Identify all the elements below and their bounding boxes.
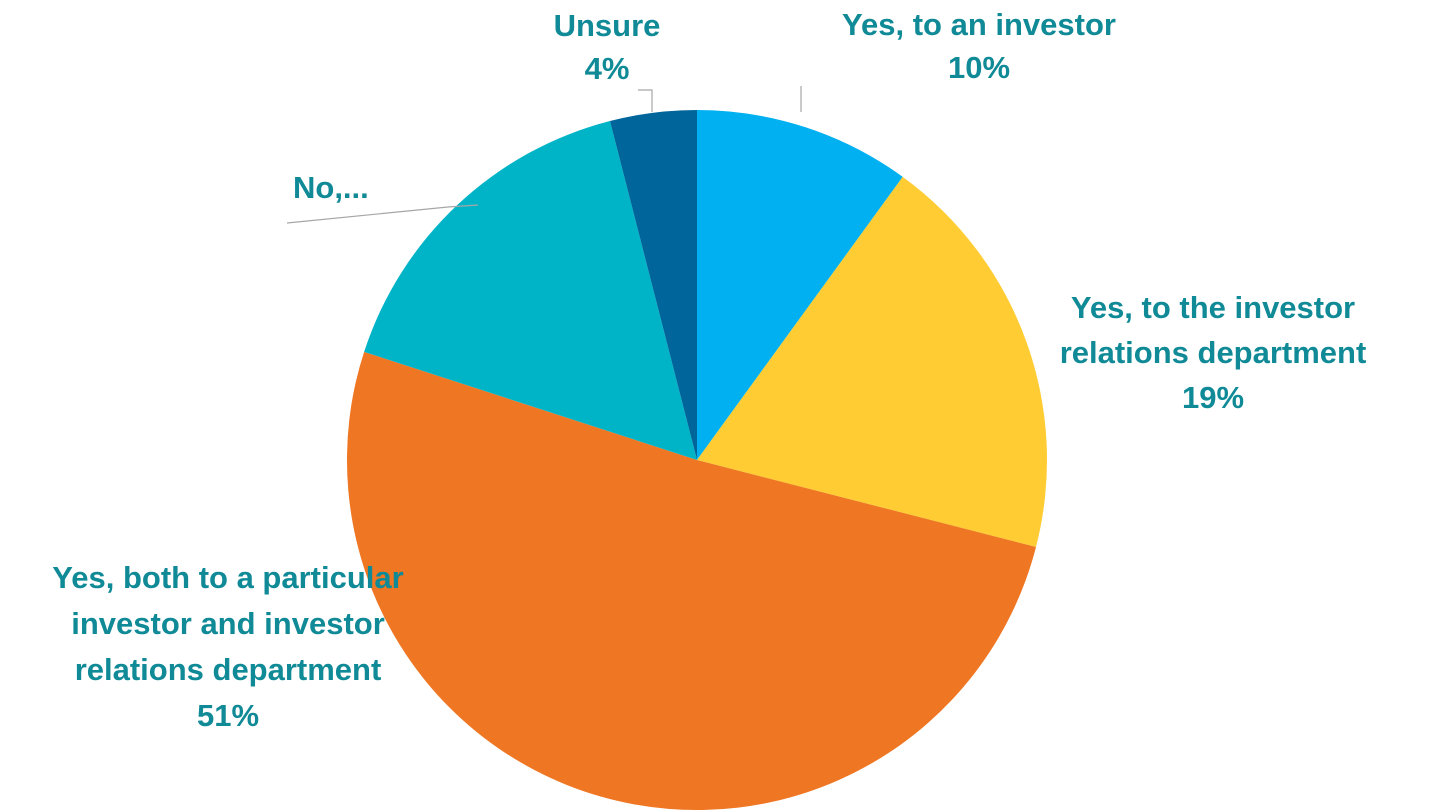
slice-label-3: Yes, both to a particular investor and in… xyxy=(52,560,403,733)
slice-label-4: No,... xyxy=(293,170,369,205)
slice-percent: 4% xyxy=(585,51,630,86)
slice-name: investor and investor xyxy=(71,606,385,641)
slice-percent: 19% xyxy=(1182,380,1244,415)
slice-label-2: Yes, to the investor relations department… xyxy=(1060,290,1367,415)
slice-percent: 10% xyxy=(948,50,1010,85)
pie-slice-3 xyxy=(346,351,1037,811)
slice-name: No,... xyxy=(293,170,369,205)
pie-slice-4 xyxy=(364,121,697,460)
slice-name: Yes, both to a particular xyxy=(52,560,403,595)
slice-percent: 51% xyxy=(197,698,259,733)
pie-slice-5 xyxy=(609,110,697,460)
leader-line-5 xyxy=(638,89,653,112)
slice-label-1: Yes, to an investor 10% xyxy=(842,7,1116,85)
slice-name: Yes, to an investor xyxy=(842,7,1116,42)
slice-label-5: Unsure 4% xyxy=(554,8,661,86)
slice-name: Yes, to the investor xyxy=(1071,290,1355,325)
leader-line-4 xyxy=(286,204,479,224)
slice-name: relations department xyxy=(75,652,382,687)
pie-slice-2 xyxy=(697,176,1047,548)
slice-name: relations department xyxy=(1060,335,1367,370)
pie-slice-1 xyxy=(697,110,903,460)
slice-name: Unsure xyxy=(554,8,661,43)
